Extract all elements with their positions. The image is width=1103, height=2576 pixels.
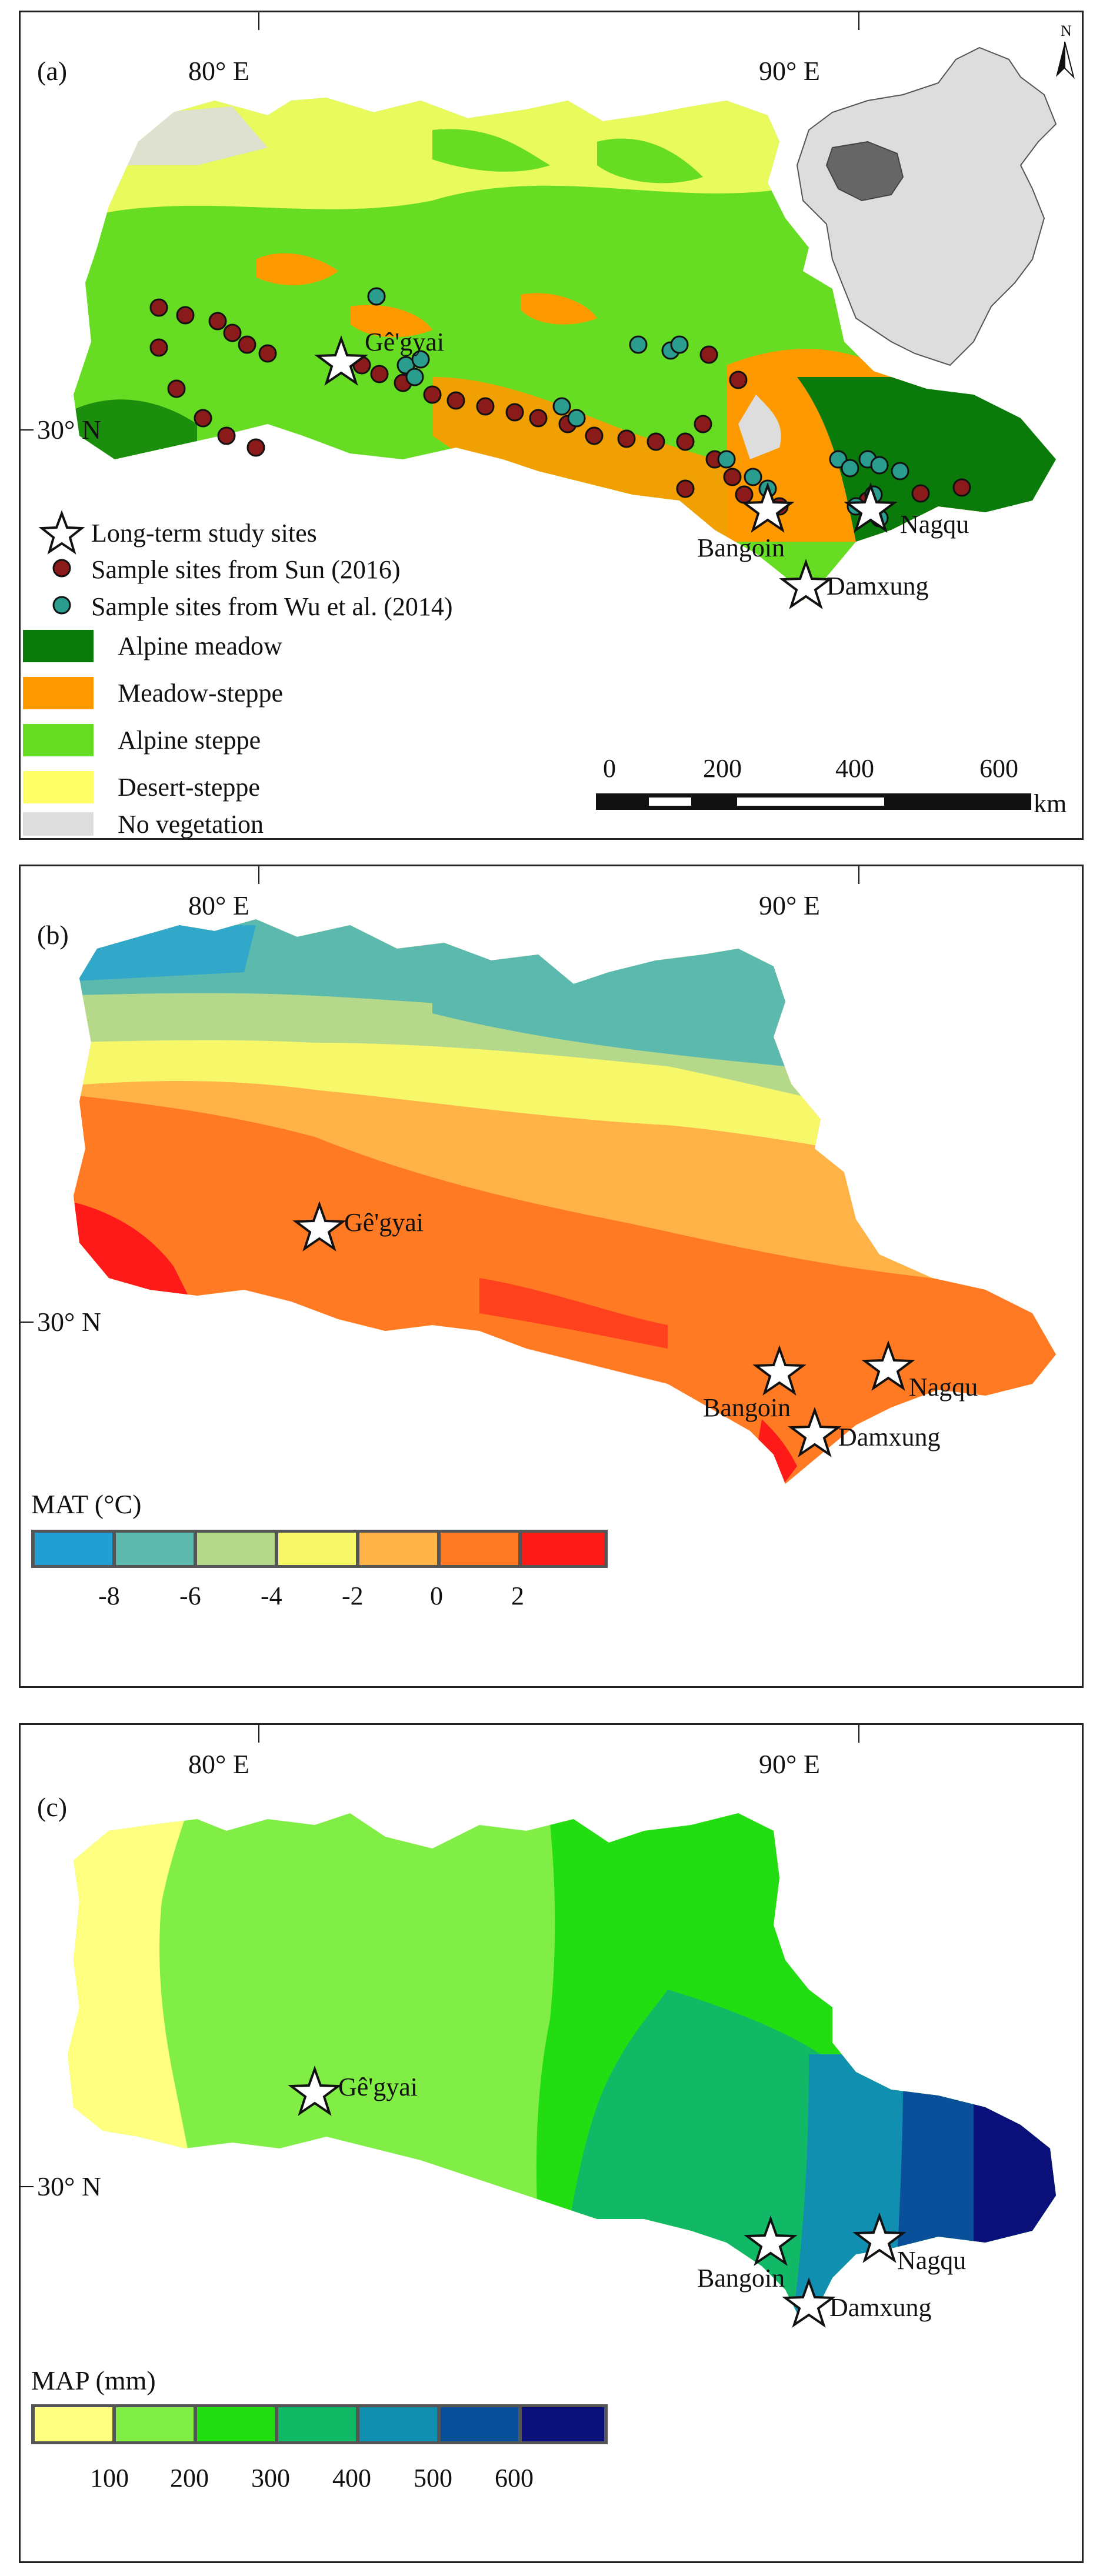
map-tick-400: 400 [332, 2464, 371, 2492]
mat-tick-neg8: -8 [98, 1581, 120, 1610]
lon-label-90: 90° E [759, 890, 820, 920]
dark-red-circle-icon [52, 559, 71, 578]
precipitation-region [68, 1813, 1056, 2313]
mat-legend-title: MAT (°C) [31, 1489, 142, 1519]
scale-tick-0: 0 [603, 754, 616, 783]
site-label-gegyai: Gê'gyai [344, 1208, 424, 1237]
site-label-nagqu: Nagqu [897, 2246, 966, 2275]
panel-a-svg: N (a) 80° E 90° E 30° N [21, 12, 1075, 838]
legend-wu-2014: Sample sites from Wu et al. (2014) [91, 592, 453, 621]
lon-label-80: 80° E [188, 56, 249, 86]
panel-c-svg: (c) 80° E 90° E 30° N Gê'gyai Bangoin Na… [21, 1725, 1056, 2492]
legend-meadow-steppe: Meadow-steppe [118, 679, 283, 708]
site-label-damxung: Damxung [838, 1423, 941, 1451]
lon-label-90: 90° E [759, 1749, 820, 1779]
star-icon [782, 2277, 836, 2328]
study-site-stars [288, 2066, 907, 2328]
star-icon [788, 1407, 842, 1457]
star-icon [741, 482, 795, 533]
star-icon [752, 1345, 807, 1396]
panel-b-label: (b) [37, 920, 69, 950]
legend-sun-2016: Sample sites from Sun (2016) [91, 555, 401, 584]
symbol-legend: Long-term study sites Sample sites from … [38, 510, 453, 621]
site-label-nagqu: Nagqu [909, 1373, 978, 1402]
scale-tick-600: 600 [979, 754, 1018, 783]
star-icon [288, 2066, 342, 2116]
map-legend: MAP (mm) 100 200 300 400 500 600 [31, 2365, 608, 2492]
scale-tick-200: 200 [703, 754, 742, 783]
panel-b-svg: (b) 80° E 90° E 30° N Gê'gyai Bangoin Na… [21, 866, 1056, 1610]
panel-c-label: (c) [37, 1792, 67, 1822]
mat-tick-neg2: -2 [342, 1581, 364, 1610]
star-icon [852, 2213, 907, 2263]
scale-unit-km: km [1034, 789, 1067, 818]
star-icon [38, 510, 85, 555]
mat-legend: MAT (°C) -8 -6 -4 -2 0 2 [31, 1489, 608, 1610]
site-label-damxung: Damxung [827, 572, 929, 600]
scale-bar: 0 200 400 600 km [596, 754, 1067, 818]
map-tick-200: 200 [170, 2464, 209, 2492]
map-tick-600: 600 [495, 2464, 534, 2492]
lon-label-90: 90° E [759, 56, 820, 86]
map-tick-500: 500 [414, 2464, 452, 2492]
lat-label-30: 30° N [37, 1307, 101, 1337]
star-icon [744, 2215, 798, 2266]
mat-region [74, 919, 1056, 1484]
legend-desert-steppe: Desert-steppe [118, 773, 260, 802]
legend-alpine-meadow: Alpine meadow [118, 632, 282, 660]
lat-label-30: 30° N [37, 415, 101, 445]
lon-label-80: 80° E [188, 890, 249, 920]
panel-b-mat-map: (b) 80° E 90° E 30° N Gê'gyai Bangoin Na… [19, 865, 1084, 1688]
star-icon [861, 1340, 915, 1391]
panel-c-map-precipitation: (c) 80° E 90° E 30° N Gê'gyai Bangoin Na… [19, 1723, 1084, 2563]
map-legend-title: MAP (mm) [31, 2365, 156, 2395]
site-label-nagqu: Nagqu [900, 510, 969, 539]
lon-label-80: 80° E [188, 1749, 249, 1779]
map-tick-300: 300 [251, 2464, 290, 2492]
mat-tick-2: 2 [511, 1581, 524, 1610]
legend-alpine-steppe: Alpine steppe [118, 726, 261, 755]
mat-tick-neg6: -6 [179, 1581, 201, 1610]
lat-label-30: 30° N [37, 2171, 101, 2201]
teal-circle-icon [52, 596, 71, 615]
site-label-bangoin: Bangoin [703, 1393, 791, 1422]
scale-tick-400: 400 [835, 754, 874, 783]
star-icon [292, 1201, 346, 1252]
study-site-stars [314, 335, 898, 609]
north-arrow-icon: N [1056, 22, 1075, 79]
site-label-bangoin: Bangoin [697, 533, 785, 562]
site-label-damxung: Damxung [829, 2293, 932, 2322]
vegetation-legend: Alpine meadow Meadow-steppe Alpine stepp… [23, 630, 283, 838]
north-label: N [1061, 22, 1072, 39]
panel-a-label: (a) [37, 56, 67, 86]
map-tick-100: 100 [90, 2464, 129, 2492]
site-label-gegyai: Gê'gyai [365, 328, 444, 356]
star-icon [314, 335, 368, 386]
panel-a-vegetation-map: N (a) 80° E 90° E 30° N [19, 11, 1084, 840]
star-icon [779, 559, 833, 609]
study-site-stars [292, 1201, 915, 1457]
mat-tick-0: 0 [430, 1581, 443, 1610]
star-icon [844, 482, 898, 533]
site-label-gegyai: Gê'gyai [338, 2073, 418, 2101]
china-inset-map [796, 46, 1057, 366]
legend-no-vegetation: No vegetation [118, 810, 264, 838]
site-label-bangoin: Bangoin [697, 2264, 785, 2293]
legend-long-term-sites: Long-term study sites [91, 519, 317, 548]
mat-tick-neg4: -4 [261, 1581, 282, 1610]
